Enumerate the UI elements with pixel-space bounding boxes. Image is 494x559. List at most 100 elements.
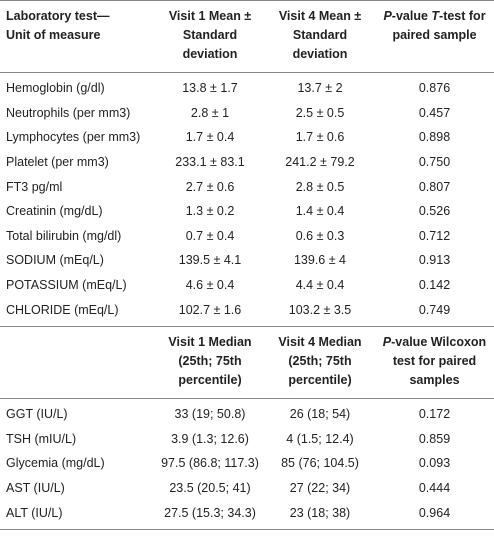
table-row: TSH (mIU/L) 3.9 (1.3; 12.6) 4 (1.5; 12.4) 0… [0, 427, 494, 452]
table-cell: 27.5 (15.3; 34.3) [164, 505, 256, 520]
row-label: Total bilirubin (mg/dl) [6, 228, 122, 243]
header-cell: Visit 1 Mean ± Standard deviation [155, 0, 265, 73]
table-cell: 241.2 ± 79.2 [285, 155, 355, 170]
table-cell: 139.6 ± 4 [293, 253, 347, 268]
row-label: Platelet (per mm3) [6, 155, 109, 170]
table-cell: 0.6 ± 0.3 [295, 228, 345, 243]
row-label: TSH (mIU/L) [6, 431, 77, 446]
table-cell: 3.9 (1.3; 12.6) [171, 431, 249, 446]
table-cell: 97.5 (86.8; 117.3) [161, 456, 259, 471]
table-cell: 0.964 [418, 505, 451, 520]
table-row: ALT (IU/L) 27.5 (15.3; 34.3) 23 (18; 38) 0.… [0, 500, 494, 529]
table-cell: 0.142 [418, 278, 451, 293]
table-cell: 0.457 [418, 105, 451, 120]
table-cell: 0.444 [418, 481, 451, 496]
table-cell: 4 (1.5; 12.4) [286, 431, 354, 446]
table-row: Platelet (per mm3) 233.1 ± 83.1 241.2 ± 79… [0, 150, 494, 175]
table-cell: 0.749 [418, 302, 451, 317]
table-cell: 0.7 ± 0.4 [185, 228, 235, 243]
table-cell: 0.712 [418, 228, 451, 243]
header-cell [0, 326, 155, 399]
header-text: Visit 1 Mean ± Standard deviation [168, 9, 252, 61]
table-cell: 13.8 ± 1.7 [182, 81, 238, 96]
table-cell: 1.4 ± 0.4 [295, 204, 345, 219]
table-row: SODIUM (mEq/L) 139.5 ± 4.1 139.6 ± 4 0.913 [0, 248, 494, 273]
header-text: P [383, 9, 392, 23]
table-cell: 102.7 ± 1.6 [178, 302, 242, 317]
table-cell: 2.7 ± 0.6 [185, 179, 235, 194]
header-text: Visit 4 Median (25th; 75th percentile) [278, 334, 362, 387]
header-cell: Visit 4 Median (25th; 75th percentile) [265, 326, 375, 399]
data-table: Laboratory test— Unit of measure Visit 1 M… [0, 0, 494, 530]
row-label: POTASSIUM (mEq/L) [6, 278, 127, 293]
header-text: -test for paired sample [392, 9, 486, 42]
table-cell: 85 (76; 104.5) [281, 456, 359, 471]
header-cell: P-value Wilcoxon test for paired samples [375, 326, 494, 399]
row-label: Creatinin (mg/dL) [6, 204, 103, 219]
table-row: FT3 pg/ml 2.7 ± 0.6 2.8 ± 0.5 0.807 [0, 174, 494, 199]
header-text: T [431, 9, 440, 23]
table-row: AST (IU/L) 23.5 (20.5; 41) 27 (22; 34) 0.44… [0, 476, 494, 501]
row-label: SODIUM (mEq/L) [6, 253, 104, 268]
header-text: -value Wilcoxon test for paired samples [391, 334, 487, 387]
table-cell: 0.093 [418, 456, 451, 471]
table-row: Glycemia (mg/dL) 97.5 (86.8; 117.3) 85 (76… [0, 451, 494, 476]
table-cell: 1.7 ± 0.6 [295, 130, 345, 145]
table-cell: 2.5 ± 0.5 [295, 105, 345, 120]
table-cell: 0.172 [418, 407, 451, 422]
table-cell: 0.750 [418, 155, 451, 170]
header-text: P [382, 334, 392, 349]
table-cell: 4.4 ± 0.4 [295, 278, 345, 293]
row-label: Hemoglobin (g/dl) [6, 81, 105, 96]
table-cell: 1.7 ± 0.4 [185, 130, 235, 145]
section-header: Laboratory test— Unit of measure Visit 1 M… [0, 0, 494, 73]
row-label: Glycemia (mg/dL) [6, 456, 105, 471]
table-cell: 0.898 [418, 130, 451, 145]
table-cell: 139.5 ± 4.1 [178, 253, 242, 268]
table-row: Neutrophils (per mm3) 2.8 ± 1 2.5 ± 0.5 0.4… [0, 101, 494, 126]
header-text: -value [391, 9, 432, 23]
table-cell: 0.876 [418, 81, 451, 96]
table-row: Creatinin (mg/dL) 1.3 ± 0.2 1.4 ± 0.4 0.526 [0, 199, 494, 224]
table-cell: 4.6 ± 0.4 [185, 278, 235, 293]
section-body: Hemoglobin (g/dl) 13.8 ± 1.7 13.7 ± 2 0.876… [0, 73, 494, 327]
table-row: CHLORIDE (mEq/L) 102.7 ± 1.6 103.2 ± 3.5 0.… [0, 297, 494, 326]
header-text: Visit 1 Median (25th; 75th percentile) [168, 334, 252, 387]
table-cell: 2.8 ± 0.5 [295, 179, 345, 194]
header-text: Visit 4 Mean ± Standard deviation [278, 9, 362, 61]
header-row: Visit 1 Median (25th; 75th percentile) Vi… [0, 326, 494, 399]
header-cell: P-value T-test for paired sample [375, 0, 494, 73]
table-row: POTASSIUM (mEq/L) 4.6 ± 0.4 4.4 ± 0.4 0.142 [0, 273, 494, 298]
table-cell: 23.5 (20.5; 41) [169, 481, 251, 496]
table-row: Lymphocytes (per mm3) 1.7 ± 0.4 1.7 ± 0.6 0… [0, 125, 494, 150]
row-label: AST (IU/L) [6, 481, 65, 496]
table-cell: 0.526 [418, 204, 451, 219]
row-label: Lymphocytes (per mm3) [6, 130, 141, 145]
header-text: Unit of measure [6, 28, 101, 42]
header-cell: Laboratory test— Unit of measure [0, 0, 155, 73]
row-label: ALT (IU/L) [6, 505, 63, 520]
header-cell: Visit 1 Median (25th; 75th percentile) [155, 326, 265, 399]
table-cell: 0.807 [418, 179, 451, 194]
table-cell: 103.2 ± 3.5 [288, 302, 352, 317]
table-cell: 13.7 ± 2 [297, 81, 343, 96]
row-label: Neutrophils (per mm3) [6, 105, 131, 120]
row-label: GGT (IU/L) [6, 407, 68, 422]
table-cell: 26 (18; 54) [289, 407, 351, 422]
header-cell: Visit 4 Mean ± Standard deviation [265, 0, 375, 73]
row-label: CHLORIDE (mEq/L) [6, 302, 119, 317]
table-cell: 2.8 ± 1 [190, 105, 230, 120]
table-cell: 1.3 ± 0.2 [185, 204, 235, 219]
row-label: FT3 pg/ml [6, 179, 63, 194]
table-cell: 0.913 [418, 253, 451, 268]
table-cell: 33 (19; 50.8) [174, 407, 246, 422]
table-cell: 27 (22; 34) [289, 481, 351, 496]
table-cell: 233.1 ± 83.1 [175, 155, 245, 170]
section-body: GGT (IU/L) 33 (19; 50.8) 26 (18; 54) 0.172 T… [0, 398, 494, 530]
table-cell: 0.859 [418, 431, 451, 446]
table-row: Total bilirubin (mg/dl) 0.7 ± 0.4 0.6 ± 0.… [0, 224, 494, 249]
table-cell: 23 (18; 38) [289, 505, 351, 520]
table-row: Hemoglobin (g/dl) 13.8 ± 1.7 13.7 ± 2 0.876 [0, 76, 494, 101]
table-row: GGT (IU/L) 33 (19; 50.8) 26 (18; 54) 0.172 [0, 402, 494, 427]
